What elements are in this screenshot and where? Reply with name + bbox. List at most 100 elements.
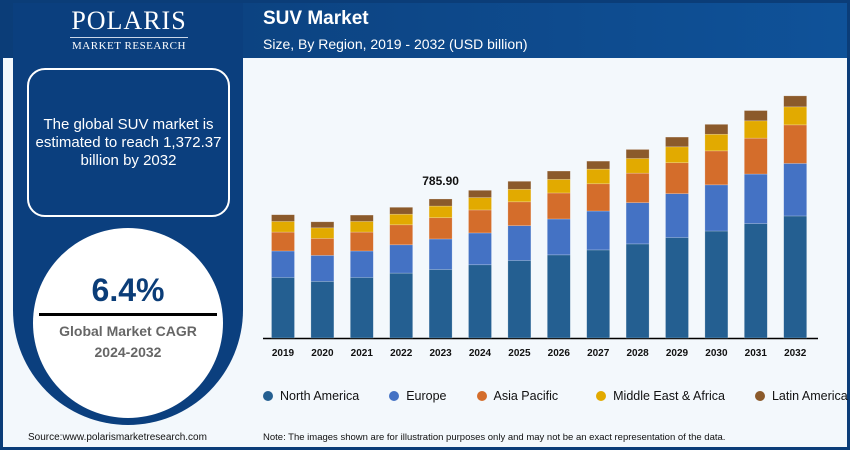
bar-segment-asia-pacific-2025 xyxy=(507,201,532,226)
x-tick-label: 2028 xyxy=(626,348,649,359)
legend-dot-icon xyxy=(596,391,607,401)
legend-dot-icon xyxy=(389,391,400,401)
bar-segment-latin-america-2021 xyxy=(349,214,374,222)
legend-item: Asia Pacific xyxy=(476,389,559,403)
bar-segment-europe-2031 xyxy=(743,173,768,224)
chart-subtitle: Size, By Region, 2019 - 2032 (USD billio… xyxy=(263,36,528,52)
legend-dot-icon xyxy=(754,391,765,401)
bar-segment-europe-2023 xyxy=(428,238,453,270)
bar-segment-north-america-2031 xyxy=(743,223,768,339)
bar-segment-europe-2028 xyxy=(625,202,650,245)
bar-segment-north-america-2024 xyxy=(468,264,492,339)
x-tick-label: 2023 xyxy=(429,348,452,359)
bar-segment-latin-america-2029 xyxy=(665,136,689,148)
bar-segment-europe-2032 xyxy=(783,163,808,217)
bar-segment-latin-america-2024 xyxy=(468,190,492,198)
bar-segment-asia-pacific-2027 xyxy=(586,183,611,212)
legend-label: Middle East & Africa xyxy=(613,389,725,403)
chart-title: SUV Market xyxy=(263,8,369,29)
bar-segment-middle-east-africa-2031 xyxy=(743,120,768,139)
legend-dot-icon xyxy=(263,391,273,401)
bar-segment-north-america-2028 xyxy=(625,243,650,339)
bar-segment-north-america-2032 xyxy=(783,215,808,339)
bar-segment-middle-east-africa-2025 xyxy=(507,188,532,203)
bar-segment-asia-pacific-2029 xyxy=(665,162,689,194)
x-tick-label: 2032 xyxy=(784,348,807,359)
legend-label: Europe xyxy=(406,389,447,403)
bar-segment-asia-pacific-2024 xyxy=(468,209,492,234)
bar-segment-asia-pacific-2023 xyxy=(428,217,453,240)
bar-segment-latin-america-2028 xyxy=(625,149,650,159)
bar-segment-latin-america-2031 xyxy=(743,110,768,122)
bar-segment-middle-east-africa-2026 xyxy=(546,179,571,194)
x-tick-label: 2021 xyxy=(351,348,374,359)
legend-label: Asia Pacific xyxy=(493,389,559,403)
x-tick-label: 2020 xyxy=(311,348,334,359)
bar-segment-middle-east-africa-2032 xyxy=(783,106,808,126)
x-tick-label: 2025 xyxy=(508,348,531,359)
cagr-circle: 6.4% Global Market CAGR 2024-2032 xyxy=(33,228,223,418)
bar-segment-middle-east-africa-2021 xyxy=(349,221,374,233)
x-tick-label: 2030 xyxy=(705,348,728,359)
legend-label: Latin America xyxy=(771,389,848,403)
cagr-label: Global Market CAGR 2024-2032 xyxy=(33,321,223,363)
bar-segment-middle-east-africa-2019 xyxy=(271,221,295,233)
legend: North America Europe Asia Pacific Middle Ea… xyxy=(263,389,848,403)
logo-divider xyxy=(70,37,188,38)
info-text: The global SUV market is estimated to re… xyxy=(35,115,222,169)
bar-segment-north-america-2026 xyxy=(546,254,571,339)
bar-segment-asia-pacific-2022 xyxy=(389,224,414,246)
bar-segment-north-america-2027 xyxy=(586,249,611,339)
bar-segment-europe-2027 xyxy=(586,210,611,251)
bar-segment-asia-pacific-2028 xyxy=(625,172,650,203)
bar-segment-middle-east-africa-2028 xyxy=(625,158,650,174)
bar-segment-north-america-2025 xyxy=(507,260,532,339)
bar-segment-middle-east-africa-2030 xyxy=(704,133,729,152)
x-tick-label: 2022 xyxy=(390,348,413,359)
legend-dot-icon xyxy=(476,391,487,401)
x-tick-label: 2031 xyxy=(745,348,768,359)
note-text: Note: The images shown are for illustrat… xyxy=(263,432,726,443)
bar-segment-asia-pacific-2019 xyxy=(271,231,295,252)
x-tick-label: 2019 xyxy=(272,348,295,359)
info-box: The global SUV market is estimated to re… xyxy=(27,68,230,217)
cagr-value: 6.4% xyxy=(91,272,165,308)
bar-segment-north-america-2022 xyxy=(389,272,414,339)
legend-item: Latin America xyxy=(754,389,848,403)
bar-segment-europe-2026 xyxy=(546,218,571,256)
legend-item: Middle East & Africa xyxy=(596,389,725,403)
polaris-logo: POLARIS MARKET RESEARCH xyxy=(70,8,188,52)
bar-segment-latin-america-2032 xyxy=(783,95,808,108)
bar-segment-middle-east-africa-2024 xyxy=(468,197,492,211)
bar-segment-asia-pacific-2026 xyxy=(546,192,571,220)
x-tick-label: 2027 xyxy=(587,348,610,359)
bar-segment-europe-2022 xyxy=(389,244,414,274)
bar-segment-latin-america-2026 xyxy=(546,170,571,180)
data-label: 785.90 xyxy=(422,174,459,188)
bar-segment-north-america-2023 xyxy=(428,269,453,339)
legend-item: North America xyxy=(263,389,359,403)
bar-segment-north-america-2030 xyxy=(704,230,729,339)
bar-segment-north-america-2020 xyxy=(310,281,335,339)
bar-segment-europe-2019 xyxy=(271,250,295,278)
bar-segment-middle-east-africa-2029 xyxy=(665,146,689,164)
bar-segment-europe-2021 xyxy=(349,250,374,278)
cagr-period: 2024-2032 xyxy=(94,344,162,360)
logo-tagline: MARKET RESEARCH xyxy=(72,40,186,52)
cagr-divider xyxy=(39,313,217,316)
bar-segment-europe-2020 xyxy=(310,255,335,282)
bar-segment-europe-2029 xyxy=(665,193,689,238)
bar-segment-middle-east-africa-2020 xyxy=(310,227,335,239)
bar-segment-asia-pacific-2032 xyxy=(783,124,808,164)
source-text: Source:www.polarismarketresearch.com xyxy=(28,432,207,443)
bar-segment-latin-america-2030 xyxy=(704,124,729,135)
bar-segment-latin-america-2019 xyxy=(271,214,295,222)
bar-segment-europe-2024 xyxy=(468,232,492,266)
bar-segment-north-america-2019 xyxy=(271,277,295,339)
bar-segment-middle-east-africa-2022 xyxy=(389,213,414,226)
bar-segment-latin-america-2027 xyxy=(586,160,611,170)
logo-name: POLARIS xyxy=(71,6,187,35)
bar-segment-asia-pacific-2031 xyxy=(743,137,768,175)
